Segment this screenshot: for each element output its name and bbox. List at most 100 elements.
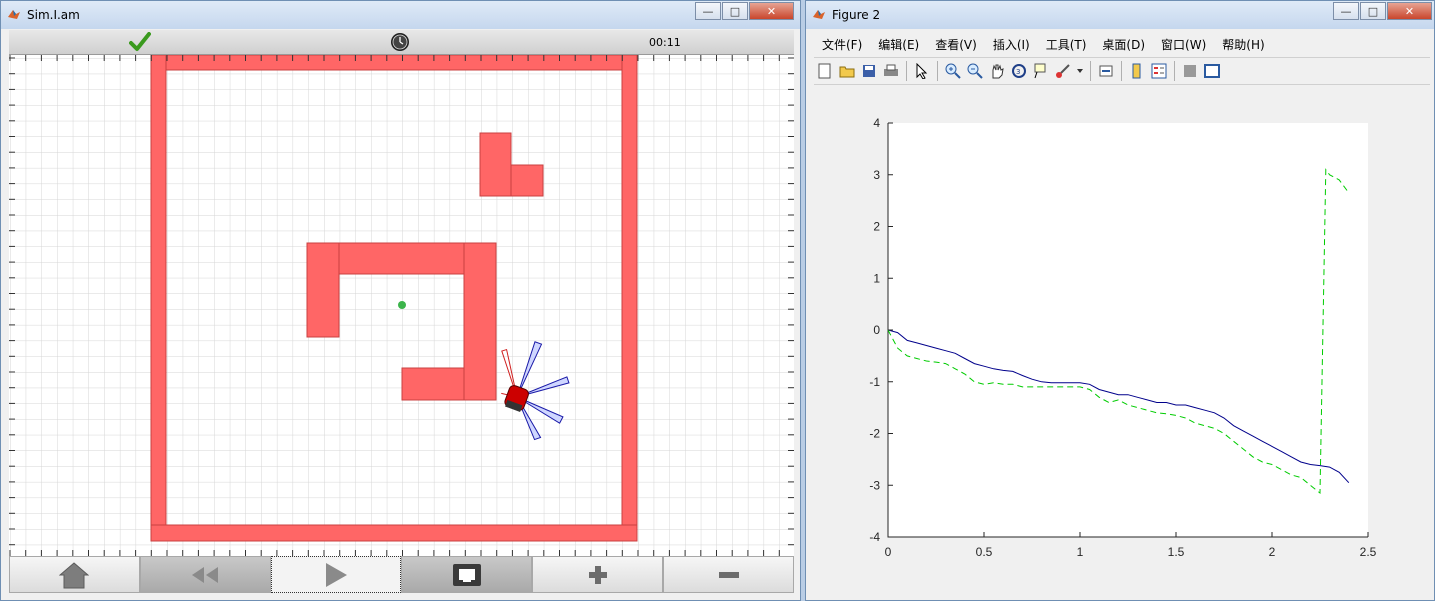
rotate-icon[interactable]: 3 [1010,62,1028,80]
figure-titlebar[interactable]: Figure 2 — □ ✕ [806,1,1434,29]
menu-view[interactable]: 查看(V) [935,37,977,52]
y-tick-label: -3 [869,478,880,492]
toolbar-separator [1090,61,1091,81]
minimize-button[interactable]: — [695,2,721,20]
close-button[interactable]: ✕ [749,2,794,20]
show-plot-tools-icon[interactable] [1203,62,1221,80]
zoom-in-icon[interactable] [944,62,962,80]
toolbar-separator [1121,61,1122,81]
tick-layer: 0 0.5 1 1.5 2 2.5 4 3 2 1 0 -1 -2 -3 -4 [869,116,1376,559]
wall-right [621,55,638,542]
hide-plot-tools-icon[interactable] [1181,62,1199,80]
open-icon[interactable] [838,62,856,80]
brush-icon[interactable] [1054,62,1072,80]
robot [501,341,570,441]
wall-bottom [150,524,638,542]
sim-window: Sim.I.am — □ ✕ 00:11 [0,0,801,601]
wall-top [150,55,638,71]
new-icon[interactable] [816,62,834,80]
sim-status-bar: 00:11 [9,30,794,55]
toolbar-separator [1174,61,1175,81]
sim-world-canvas[interactable] [9,55,794,556]
sim-controls [9,556,794,593]
legend-icon[interactable] [1150,62,1168,80]
x-tick-label: 0 [885,545,892,559]
play-icon [326,562,348,587]
colorbar-icon[interactable] [1128,62,1146,80]
obstacle-c-bottom [401,367,465,401]
sim-timer: 00:11 [649,36,681,49]
obstacle-l-right [510,164,544,197]
obstacle-c-right [463,242,497,401]
walls [150,55,638,542]
x-tick-label: 2.5 [1360,545,1377,559]
x-tick-label: 1.5 [1168,545,1185,559]
figure-window: Figure 2 — □ ✕ 文件(F) 编辑(E) 查看(V) 插入(I) 工… [805,0,1435,601]
toolbar-separator [937,61,938,81]
series-line-1 [887,329,1350,484]
series-line-2 [887,168,1350,495]
axes-background [888,123,1368,537]
play-button[interactable] [270,556,402,593]
y-tick-label: -2 [869,427,880,441]
matlab-icon [813,10,825,19]
pointer-icon[interactable] [913,62,931,80]
zoom-in-button[interactable] [532,556,664,593]
figure-toolbar: 3 [814,57,1430,85]
x-tick-label: 2 [1269,545,1276,559]
minus-icon [718,571,739,578]
menu-file[interactable]: 文件(F) [822,37,863,52]
x-tick-label: 0.5 [976,545,993,559]
sim-titlebar[interactable]: Sim.I.am — □ ✕ [1,1,800,29]
x-tick-label: 1 [1077,545,1084,559]
toolbar-separator [906,61,907,81]
maximize-button[interactable]: □ [1360,2,1386,20]
figure-window-title: Figure 2 [832,8,881,22]
home-icon [59,561,90,588]
check-icon [129,32,151,51]
rewind-button[interactable] [139,556,271,593]
plus-icon [588,565,607,584]
menu-insert[interactable]: 插入(I) [992,37,1030,52]
obstacle-c-top [338,242,465,275]
sim-window-title: Sim.I.am [27,8,80,22]
save-icon[interactable] [860,62,878,80]
print-icon[interactable] [882,62,900,80]
minimize-button[interactable]: — [1333,2,1359,20]
menu-edit[interactable]: 编辑(E) [878,37,920,52]
y-tick-label: -4 [869,530,880,544]
y-tick-label: 3 [873,168,880,182]
brush-dropdown-icon[interactable] [1076,62,1084,80]
maximize-button[interactable]: □ [722,2,748,20]
menu-help[interactable]: 帮助(H) [1222,37,1265,52]
clock-icon [391,33,409,51]
y-tick-label: 4 [873,116,880,130]
datacursor-icon[interactable] [1032,62,1050,80]
menu-tools[interactable]: 工具(T) [1045,37,1087,52]
wall-left [150,55,167,542]
line-chart[interactable]: 0 0.5 1 1.5 2 2.5 4 3 2 1 0 -1 -2 -3 -4 [812,87,1424,587]
y-tick-label: 0 [873,323,880,337]
menu-desktop[interactable]: 桌面(D) [1102,37,1146,52]
svg-text:3: 3 [1016,68,1020,76]
rewind-icon [192,566,219,583]
y-tick-label: -1 [869,375,880,389]
goal-marker [398,301,406,309]
zoom-out-button[interactable] [663,556,794,593]
pan-icon[interactable] [988,62,1006,80]
figure-plot-area: 0 0.5 1 1.5 2 2.5 4 3 2 1 0 -1 -2 -3 -4 [812,87,1424,587]
figure-menubar: 文件(F) 编辑(E) 查看(V) 插入(I) 工具(T) 桌面(D) 窗口(W… [814,34,1434,54]
link-icon[interactable] [1097,62,1115,80]
obstacle-c-left [306,242,340,338]
ir-sensor-hit [501,348,518,398]
home-button[interactable] [9,556,140,593]
menu-window[interactable]: 窗口(W) [1161,37,1207,52]
y-tick-label: 2 [873,220,880,234]
ethernet-icon [452,563,481,586]
obstacle-l-top [479,132,512,197]
series-layer [887,168,1350,495]
matlab-icon [8,10,20,19]
close-button[interactable]: ✕ [1387,2,1432,20]
network-button[interactable] [401,556,533,593]
zoom-out-icon[interactable] [966,62,984,80]
